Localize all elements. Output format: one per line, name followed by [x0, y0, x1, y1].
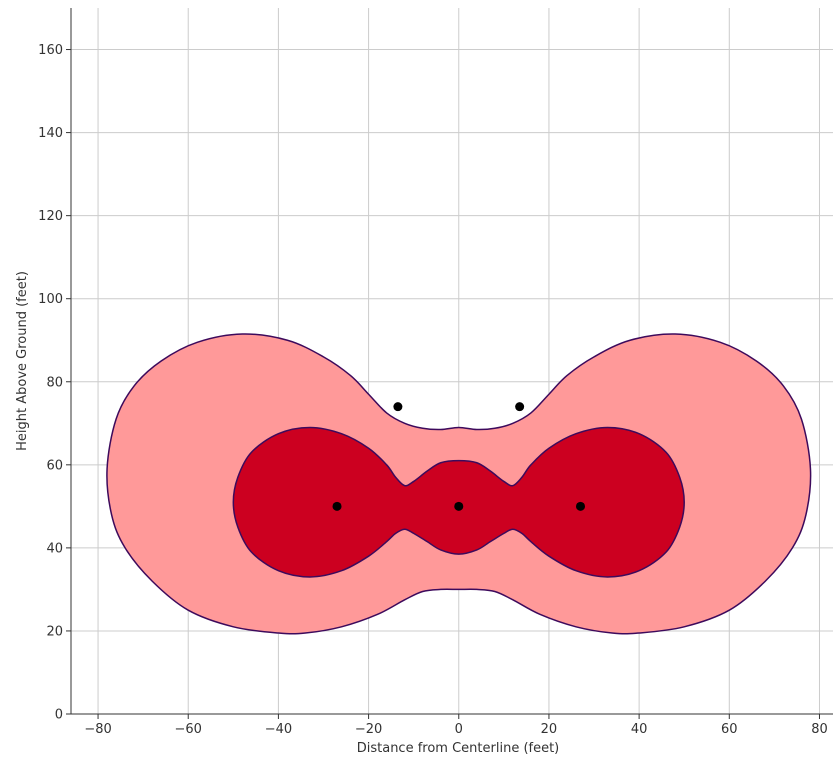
data-point — [393, 402, 403, 412]
x-tick-label: 80 — [811, 722, 828, 737]
y-tick-label: 160 — [38, 43, 63, 58]
data-point — [515, 402, 525, 412]
y-tick-label: 140 — [38, 126, 63, 141]
y-tick-label: 0 — [55, 708, 63, 723]
contour-regions — [106, 333, 812, 635]
x-tick-label: −40 — [265, 722, 292, 737]
x-tick-label: 20 — [541, 722, 558, 737]
data-point — [332, 501, 342, 511]
data-point — [454, 501, 464, 511]
x-tick-label: −80 — [84, 722, 111, 737]
y-axis-label: Height Above Ground (feet) — [15, 271, 30, 451]
y-tick-label: 100 — [38, 292, 63, 307]
x-tick-label: 40 — [631, 722, 648, 737]
x-tick-label: −20 — [355, 722, 382, 737]
y-tick-label: 20 — [46, 624, 63, 639]
tick-labels: −80 −60 −40 −20 0 20 40 60 80 0 20 40 60 80 100 120 140 1… — [38, 43, 828, 737]
data-point — [576, 501, 586, 511]
x-tick-label: 0 — [455, 722, 463, 737]
y-tick-label: 120 — [38, 209, 63, 224]
y-tick-label: 40 — [46, 541, 63, 556]
x-tick-label: 60 — [721, 722, 738, 737]
x-axis-label: Distance from Centerline (feet) — [357, 741, 560, 756]
y-tick-label: 80 — [46, 375, 63, 390]
y-tick-label: 60 — [46, 458, 63, 473]
x-tick-label: −60 — [175, 722, 202, 737]
data-points — [332, 402, 586, 511]
axes — [70, 8, 833, 715]
